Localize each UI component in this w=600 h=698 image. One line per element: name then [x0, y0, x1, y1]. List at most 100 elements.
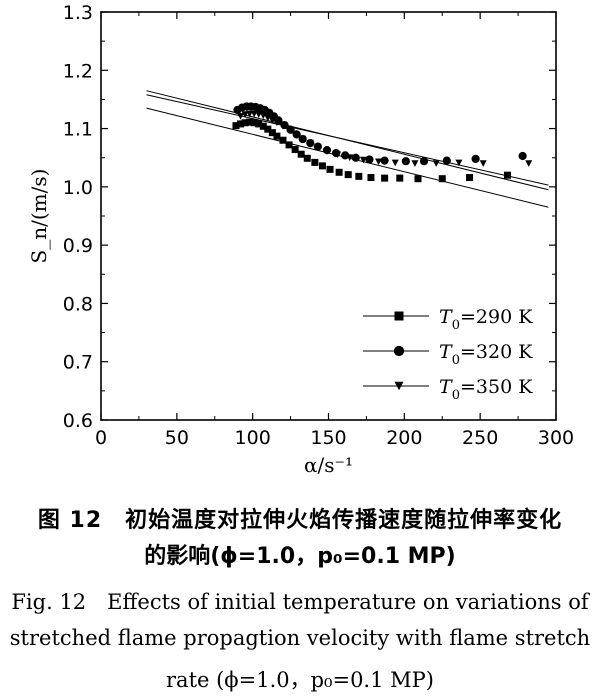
data-point	[291, 131, 299, 139]
data-point	[380, 156, 389, 165]
legend-marker	[393, 345, 405, 357]
data-point	[479, 160, 487, 167]
legend-label-symbol: T	[439, 376, 453, 398]
data-point	[264, 114, 272, 122]
legend-label-symbol: T	[439, 306, 453, 328]
data-point	[359, 156, 367, 164]
data-point	[306, 139, 314, 147]
data-point	[291, 146, 299, 154]
data-point	[375, 158, 383, 166]
data-point	[341, 151, 350, 160]
legend-label-subscript: 0	[452, 353, 460, 368]
data-point	[241, 119, 249, 127]
data-point	[432, 160, 440, 167]
caption-chinese-line-2: 的影响(ϕ=1.0，p₀=0.1 MP)	[144, 544, 456, 569]
data-point	[246, 110, 254, 118]
data-point	[414, 175, 422, 183]
data-point	[518, 151, 527, 161]
data-point	[344, 171, 352, 179]
data-point	[365, 155, 374, 164]
legend-entry: T0=320 K	[363, 341, 533, 368]
data-point	[525, 160, 533, 167]
y-tick-label: 0.8	[63, 293, 93, 315]
legend-entry: T0=290 K	[363, 306, 533, 333]
x-tick-label: 50	[165, 427, 189, 449]
data-point	[411, 160, 419, 167]
data-point	[237, 113, 245, 120]
data-point	[335, 168, 343, 176]
y-axis-label: S_n/(m/s)	[27, 169, 51, 264]
legend-label-value: =320 K	[460, 341, 533, 363]
data-point	[391, 159, 399, 167]
y-axis-label-group: S_n/(m/s)	[27, 169, 51, 264]
caption-chinese-line-1: 图 12 初始温度对拉伸火焰传播速度随拉伸率变化	[37, 508, 563, 533]
data-point	[334, 151, 342, 159]
data-point	[285, 141, 293, 149]
y-tick-label: 1.1	[63, 119, 93, 141]
data-point	[241, 111, 249, 118]
data-point	[311, 158, 319, 166]
series-group	[146, 94, 549, 186]
data-point	[471, 154, 480, 163]
x-tick-label: 100	[235, 427, 271, 449]
y-tick-label: 0.6	[63, 410, 93, 432]
y-tick-label: 1.2	[63, 60, 93, 82]
data-point	[279, 122, 287, 130]
legend-label-value: =290 K	[460, 306, 533, 328]
legend-label: T0=350 K	[439, 376, 533, 403]
x-tick-label: 0	[95, 427, 107, 449]
data-point	[237, 120, 245, 128]
legend-label-subscript: 0	[452, 318, 460, 333]
series-group	[146, 107, 549, 208]
data-point	[259, 122, 267, 130]
data-point	[299, 135, 307, 143]
data-point	[285, 126, 293, 134]
chart-canvas: 0 50 100 150 200 250 300 0.6 0.7 0.8 0.9 1.0 1.1 1.2 1…	[27, 2, 574, 477]
x-tick-label: 300	[538, 427, 574, 449]
data-point	[351, 153, 360, 162]
legend-label-subscript: 0	[452, 388, 460, 403]
data-point	[255, 120, 263, 128]
data-point	[318, 162, 326, 170]
y-tick-label: 0.7	[63, 352, 93, 374]
data-point	[279, 136, 287, 144]
data-point	[438, 175, 446, 183]
y-tick-label: 0.9	[63, 235, 93, 257]
data-point	[232, 122, 240, 130]
data-point	[346, 154, 354, 162]
caption-english-line-3: rate (ϕ=1.0，p₀=0.1 MP)	[166, 668, 434, 692]
caption-english-line-1: Fig. 12 Effects of initial temperature o…	[11, 590, 589, 614]
data-point	[268, 129, 276, 137]
data-point	[303, 154, 311, 162]
data-point	[259, 112, 267, 120]
caption-english-line-2: stretched flame propagtion velocity with…	[9, 626, 591, 650]
x-tick-label: 150	[310, 427, 346, 449]
data-point	[323, 147, 331, 155]
legend-label-value: =350 K	[460, 376, 533, 398]
y-tick-label: 1.0	[63, 177, 93, 199]
data-point	[326, 165, 334, 173]
data-point	[381, 174, 389, 182]
data-point	[246, 118, 254, 126]
data-point	[297, 150, 305, 158]
data-point	[396, 174, 404, 182]
legend-label: T0=290 K	[439, 306, 533, 333]
series-fit-line	[146, 94, 549, 186]
data-point	[419, 157, 429, 166]
legend-entry: T0=350 K	[363, 376, 533, 403]
y-tick-label: 1.3	[63, 2, 93, 24]
x-tick-label: 250	[462, 427, 498, 449]
data-point	[442, 156, 451, 165]
data-point	[250, 119, 258, 127]
data-point	[466, 174, 474, 182]
data-point	[264, 125, 272, 133]
data-point	[273, 132, 281, 140]
legend-label-symbol: T	[439, 341, 453, 363]
data-point	[314, 143, 322, 151]
x-tick-label: 200	[386, 427, 422, 449]
data-point	[355, 172, 363, 180]
data-point	[367, 174, 375, 182]
data-point	[268, 117, 276, 124]
data-point	[455, 159, 463, 167]
x-axis-label: α/s⁻¹	[304, 453, 353, 477]
